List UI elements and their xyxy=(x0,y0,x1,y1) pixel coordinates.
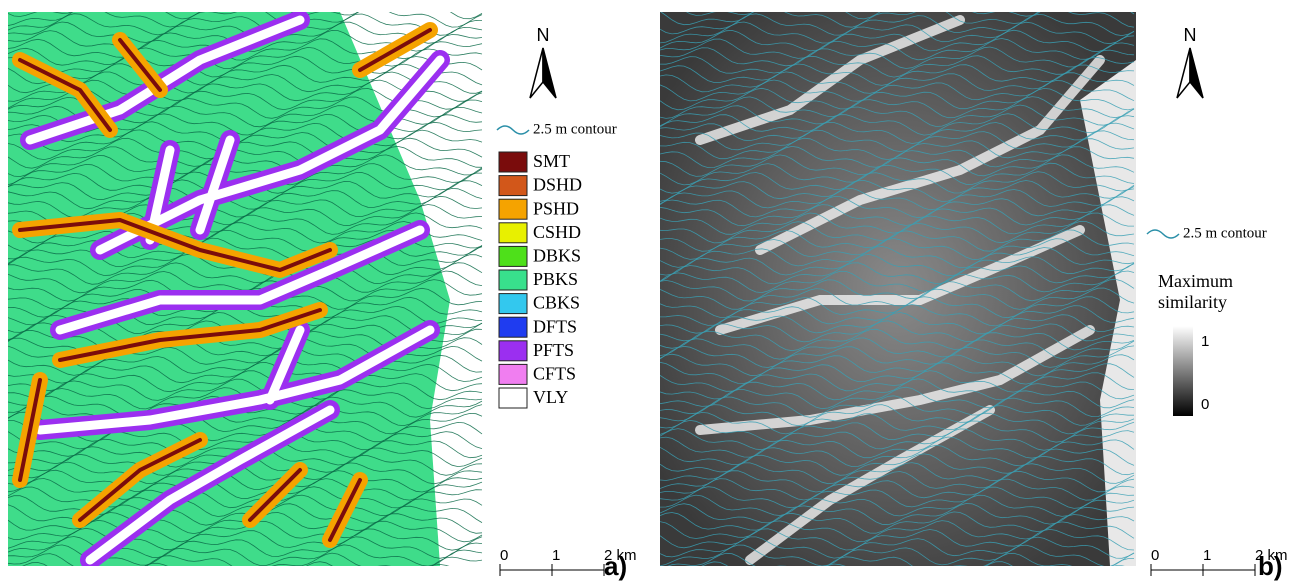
legend-label: VLY xyxy=(533,387,568,407)
legend-swatch xyxy=(499,152,527,172)
legend-swatch xyxy=(499,341,527,361)
legend-swatch xyxy=(499,199,527,219)
legend-label: PSHD xyxy=(533,198,579,218)
legend-label: SMT xyxy=(533,151,570,171)
legend-label: DBKS xyxy=(533,246,581,266)
legend-label: CSHD xyxy=(533,222,581,242)
panel-label: b) xyxy=(1258,551,1283,581)
contour-symbol xyxy=(1147,230,1179,238)
legend-swatch xyxy=(499,364,527,384)
legend-label: CBKS xyxy=(533,293,580,313)
scale-label: 1 xyxy=(1203,547,1211,564)
legend-swatch xyxy=(499,388,527,408)
contour-line xyxy=(8,570,482,581)
colorbar xyxy=(1173,326,1193,416)
contour-symbol xyxy=(497,126,529,134)
panel-label: a) xyxy=(604,551,627,581)
north-arrow: N xyxy=(530,25,556,98)
legend-label: DSHD xyxy=(533,175,582,195)
legend-swatch xyxy=(499,176,527,196)
legend-label: PBKS xyxy=(533,269,578,289)
north-label: N xyxy=(537,25,550,45)
legend-swatch xyxy=(499,294,527,314)
legend-swatch xyxy=(499,223,527,243)
north-arrow: N xyxy=(1177,25,1203,98)
scale-label: 0 xyxy=(1151,547,1159,564)
colorbar-tick: 0 xyxy=(1201,396,1209,413)
legend-swatch xyxy=(499,270,527,290)
colorbar-tick: 1 xyxy=(1201,333,1209,350)
map-a xyxy=(8,0,487,581)
legend-swatch xyxy=(499,246,527,266)
scale-label: 1 xyxy=(552,547,560,564)
legend: SMT DSHD PSHD CSHD DBKS PBKS CBKS DFTS PFTS CFTS V… xyxy=(499,151,582,408)
colorbar-title: similarity xyxy=(1158,292,1227,312)
contour-label: 2.5 m contour xyxy=(533,121,617,137)
legend-label: CFTS xyxy=(533,364,576,384)
legend-label: PFTS xyxy=(533,340,574,360)
contour-label: 2.5 m contour xyxy=(1183,225,1267,241)
contour-line xyxy=(660,570,1134,581)
scale-label: 0 xyxy=(500,547,508,564)
map-b xyxy=(660,0,1136,581)
figure: N 2.5 m contour SMT DSHD PSHD CSHD DBKS PBKS C… xyxy=(0,0,1296,581)
legend-label: DFTS xyxy=(533,316,577,336)
north-label: N xyxy=(1184,25,1197,45)
colorbar-title: Maximum xyxy=(1158,271,1233,291)
legend-swatch xyxy=(499,317,527,337)
